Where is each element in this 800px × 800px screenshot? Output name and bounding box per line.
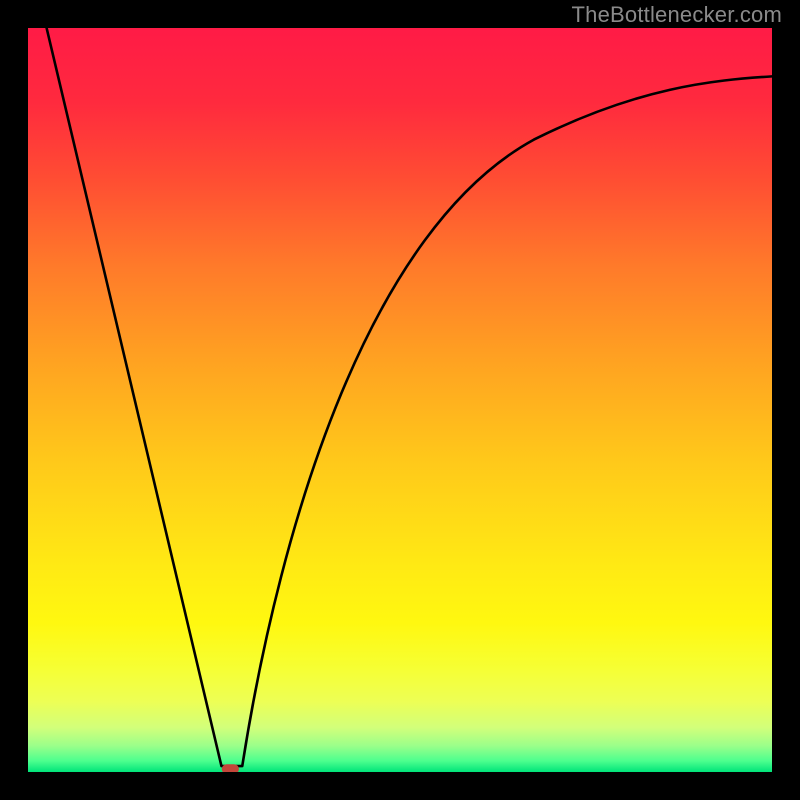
bottleneck-marker	[222, 764, 239, 772]
gradient-background	[28, 28, 772, 772]
plot-area	[28, 28, 772, 772]
chart-svg	[28, 28, 772, 772]
chart-frame: TheBottlenecker.com	[0, 0, 800, 800]
watermark-text: TheBottlenecker.com	[572, 2, 782, 28]
